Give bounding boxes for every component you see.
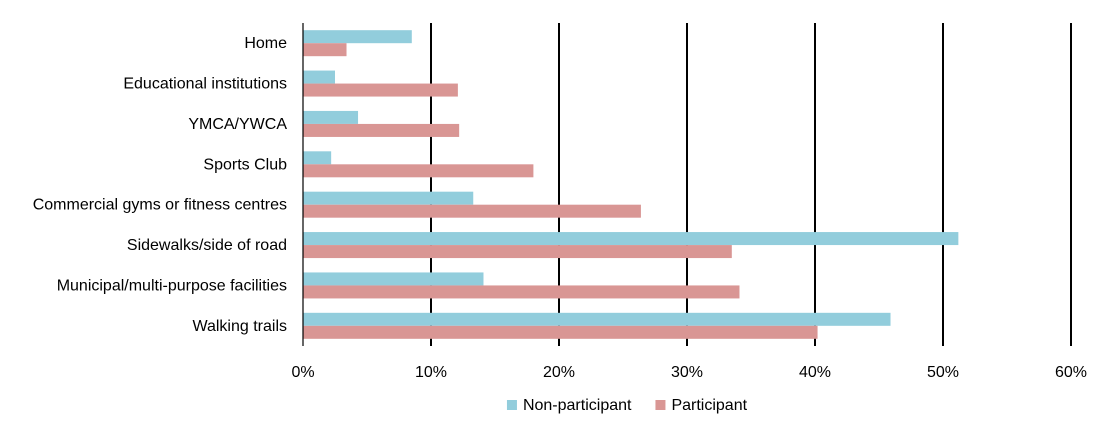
x-tick-label: 50%: [927, 364, 959, 381]
x-tick-label: 40%: [799, 364, 831, 381]
category-label: Walking trails: [192, 318, 287, 335]
category-label: Sidewalks/side of road: [127, 237, 287, 254]
bar-non-participant: [303, 110, 359, 124]
category-label: Municipal/multi-purpose facilities: [57, 277, 287, 294]
bar-non-participant: [303, 272, 484, 286]
category-label: YMCA/YWCA: [188, 116, 287, 133]
bar-participant: [303, 83, 458, 97]
legend-item: Participant: [655, 397, 748, 414]
category-label: Educational institutions: [123, 76, 287, 93]
bar-participant: [303, 164, 534, 178]
bar-non-participant: [303, 232, 959, 246]
bar-participant: [303, 325, 818, 339]
category-label: Home: [244, 35, 287, 52]
x-tick-label: 0%: [291, 364, 314, 381]
labels: 0% 10% 20% 30% 40% 50% 60% Home Educational inst…: [33, 35, 1087, 381]
bar-non-participant: [303, 30, 412, 44]
bar-non-participant: [303, 70, 335, 84]
legend: Non-participant Participant: [506, 397, 748, 414]
bar-participant: [303, 43, 347, 57]
legend-label: Participant: [671, 397, 747, 414]
category-label: Sports Club: [203, 156, 287, 173]
bars: [303, 30, 959, 339]
x-tick-label: 20%: [543, 364, 575, 381]
legend-swatch: [506, 400, 517, 410]
x-tick-label: 60%: [1055, 364, 1087, 381]
category-label: Commercial gyms or fitness centres: [33, 197, 287, 214]
bar-non-participant: [303, 151, 332, 165]
x-tick-label: 10%: [415, 364, 447, 381]
legend-label: Non-participant: [523, 397, 632, 414]
legend-swatch: [655, 400, 666, 410]
bar-participant: [303, 245, 732, 259]
bar-non-participant: [303, 191, 474, 205]
bar-participant: [303, 285, 740, 299]
legend-item: Non-participant: [506, 397, 632, 414]
x-tick-label: 30%: [671, 364, 703, 381]
bar-participant: [303, 123, 460, 137]
bar-non-participant: [303, 312, 891, 326]
bar-participant: [303, 204, 641, 218]
